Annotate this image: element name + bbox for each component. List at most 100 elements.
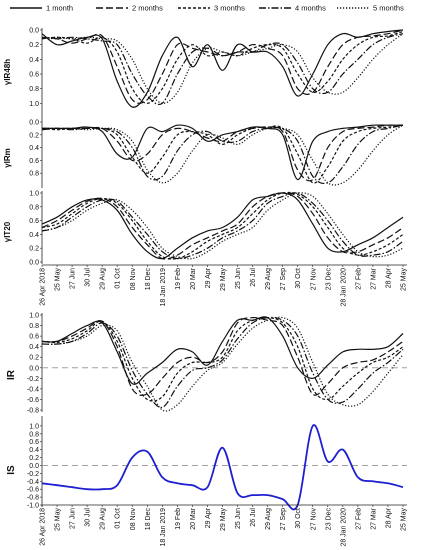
x-tick-label: 28 Jan 2020 bbox=[340, 508, 347, 547]
y-tick-label: 0.4 bbox=[29, 232, 39, 239]
x-tick-label: 08 Nov bbox=[130, 268, 137, 291]
series-line-5 bbox=[41, 192, 404, 260]
x-tick-label: 27 Nov bbox=[310, 508, 317, 531]
series-line-2 bbox=[41, 124, 404, 182]
y-tick-label: 0.0 bbox=[29, 260, 39, 267]
series-line-4 bbox=[41, 124, 404, 185]
series-line-2 bbox=[41, 29, 404, 104]
series-line-1 bbox=[41, 316, 404, 385]
y-tick-label: 0.8 bbox=[29, 323, 39, 330]
x-axis-2: 26 Apr 2018 25 May 27 Jun 30 Jul 29 Aug 01 Oc… bbox=[40, 504, 408, 547]
x-tick-label: 27 Nov bbox=[310, 268, 317, 291]
x-tick-label: 29 Aug bbox=[100, 508, 107, 530]
x-tick-label: 26 Jul bbox=[250, 508, 257, 527]
legend-label-2: 2 months bbox=[132, 4, 163, 13]
x-tick-label: 29 Apr bbox=[205, 267, 212, 288]
x-tick-label: 25 May bbox=[55, 268, 62, 291]
y-tick-label: 0.2 bbox=[29, 455, 39, 462]
y-tick-label: 0.6 bbox=[29, 72, 39, 79]
y-tick-label: -0.4 bbox=[27, 479, 39, 486]
x-tick-label: 18 Jan 2019 bbox=[160, 508, 167, 547]
x-tick-label: 26 Apr 2018 bbox=[40, 268, 47, 306]
y-tick-label: 1.0 bbox=[29, 423, 39, 430]
x-axis-1: 26 Apr 2018 25 May 27 Jun 30 Jul 29 Aug 01 Oc… bbox=[40, 264, 408, 307]
x-tick-label: 18 Dec bbox=[145, 268, 152, 291]
y-tick-label: 0.0 bbox=[29, 28, 39, 35]
x-tick-label: 01 Oct bbox=[115, 508, 122, 529]
panel-4: 1.0 0.8 0.6 0.4 0.2 0.0 -0.2 -0.4 -0.6 -0.8 IR bbox=[6, 313, 407, 415]
y-tick-label: -0.8 bbox=[27, 495, 39, 502]
x-tick-label: 19 Feb bbox=[175, 508, 182, 530]
legend-label-1: 1 month bbox=[46, 4, 73, 13]
y-tick-label: 0.0 bbox=[29, 120, 39, 127]
legend-label-3: 3 months bbox=[214, 4, 245, 13]
panel-5: 1.00.80.60.40.20.0-0.2-0.4-0.6-0.8-1.0 IS bbox=[6, 416, 407, 511]
y-axis-label: IS bbox=[6, 465, 17, 475]
legend: 1 month 2 months 3 months 4 months 5 months bbox=[10, 4, 404, 13]
x-tick-label: 29 May bbox=[220, 268, 227, 291]
y-tick-label: 0.2 bbox=[29, 42, 39, 49]
x-tick-label: 25 Jun bbox=[235, 268, 242, 289]
x-tick-label: 30 Oct bbox=[295, 508, 302, 529]
series-line-4 bbox=[41, 316, 404, 409]
y-tick-label: -0.6 bbox=[27, 397, 39, 404]
x-tick-label: 28 Apr bbox=[385, 507, 392, 528]
y-tick-label: 0.4 bbox=[29, 57, 39, 64]
y-tick-label: -0.8 bbox=[27, 408, 39, 415]
y-axis-label: γIRm bbox=[3, 148, 12, 168]
x-tick-label: 27 Jun bbox=[70, 268, 77, 289]
y-tick-label: -1.0 bbox=[27, 503, 39, 510]
x-tick-label: 25 Jun bbox=[235, 508, 242, 529]
y-tick-label: 0.8 bbox=[29, 171, 39, 178]
series-line-5 bbox=[41, 316, 404, 412]
panels: 0.00.20.40.60.81.0γIR48h0.00.20.40.60.8γ… bbox=[3, 28, 407, 511]
series-line-5 bbox=[41, 124, 404, 186]
series-line-4 bbox=[41, 192, 404, 260]
y-tick-label: 1.0 bbox=[29, 101, 39, 108]
x-tick-label: 29 Apr bbox=[205, 507, 212, 528]
y-tick-label: -0.6 bbox=[27, 487, 39, 494]
series-line-3 bbox=[41, 191, 404, 260]
series-line-5 bbox=[41, 33, 404, 104]
x-tick-label: 27 Sep bbox=[280, 268, 287, 290]
x-tick-label: 27 Feb bbox=[355, 268, 362, 290]
x-tick-label: 27 Mar bbox=[370, 267, 377, 289]
y-tick-label: 1.0 bbox=[29, 313, 39, 320]
x-tick-label: 08 Nov bbox=[130, 508, 137, 531]
x-tick-label: 29 Aug bbox=[265, 268, 272, 290]
x-tick-label: 18 Dec bbox=[145, 508, 152, 531]
y-axis-label: IR bbox=[6, 369, 17, 380]
y-tick-label: 0.2 bbox=[29, 132, 39, 139]
y-tick-label: 0.2 bbox=[29, 246, 39, 253]
series-line-1 bbox=[41, 424, 404, 511]
y-tick-label: 0.8 bbox=[29, 431, 39, 438]
series-line-1 bbox=[41, 124, 403, 181]
y-tick-label: 0.0 bbox=[29, 463, 39, 470]
y-tick-label: 0.0 bbox=[29, 365, 39, 372]
legend-label-5: 5 months bbox=[373, 4, 404, 13]
x-tick-label: 27 Feb bbox=[355, 508, 362, 530]
x-tick-label: 27 Jun bbox=[70, 508, 77, 529]
y-tick-label: 0.8 bbox=[29, 86, 39, 93]
x-tick-label: 29 Aug bbox=[265, 508, 272, 530]
x-tick-label: 25 May bbox=[401, 268, 408, 291]
series-line-2 bbox=[41, 192, 404, 260]
y-tick-label: 0.6 bbox=[29, 218, 39, 225]
panel-3: 0.0 0.2 0.4 0.6 0.8 1.0 γIT20 bbox=[3, 191, 404, 267]
x-tick-label: 01 Oct bbox=[115, 268, 122, 289]
x-tick-label: 25 May bbox=[55, 508, 62, 531]
y-axis-label: γIR48h bbox=[3, 59, 12, 85]
y-tick-label: 0.6 bbox=[29, 158, 39, 165]
y-tick-label: 0.8 bbox=[29, 204, 39, 211]
y-tick-label: 1.0 bbox=[29, 191, 39, 198]
series-line-1 bbox=[41, 29, 404, 108]
legend-label-4: 4 months bbox=[295, 4, 326, 13]
x-tick-label: 27 Sep bbox=[280, 508, 287, 530]
y-tick-label: 0.4 bbox=[29, 447, 39, 454]
x-tick-label: 23 Dec bbox=[325, 268, 332, 291]
x-tick-label: 29 May bbox=[220, 508, 227, 531]
series-line-3 bbox=[41, 316, 404, 402]
x-tick-label: 23 Dec bbox=[325, 508, 332, 531]
y-tick-label: -0.2 bbox=[27, 376, 39, 383]
